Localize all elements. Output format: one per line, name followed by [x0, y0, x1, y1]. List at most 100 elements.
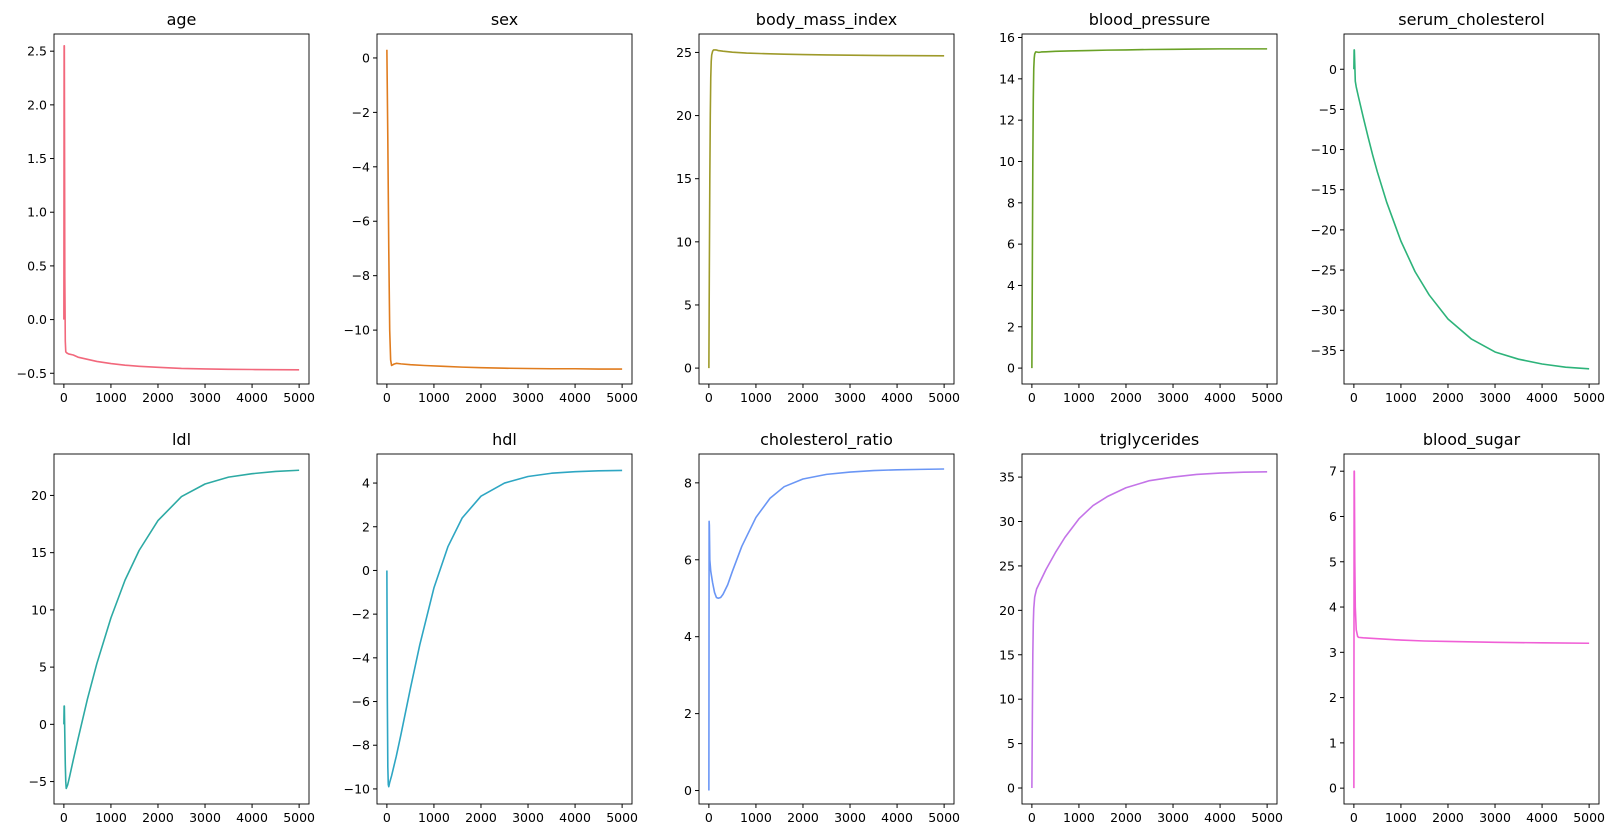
- x-tick-label: 2000: [787, 810, 819, 825]
- y-tick-label: 8: [684, 475, 692, 490]
- x-tick-label: 3000: [834, 390, 866, 405]
- y-tick-label: 6: [1007, 237, 1015, 252]
- x-tick-label: 1000: [1385, 810, 1417, 825]
- y-tick-label: −8: [352, 268, 370, 283]
- y-tick-label: 6: [1329, 509, 1337, 524]
- y-tick-label: 10: [31, 602, 47, 617]
- y-tick-label: 2: [362, 519, 370, 534]
- x-tick-label: 1000: [1063, 390, 1095, 405]
- y-tick-label: 2.0: [27, 97, 47, 112]
- y-tick-label: 5: [684, 297, 692, 312]
- y-tick-label: 0: [1007, 781, 1015, 796]
- x-tick-label: 0: [60, 810, 68, 825]
- axes-frame: [53, 33, 310, 385]
- series-line: [386, 49, 623, 370]
- y-tick-label: −10: [344, 781, 370, 796]
- y-tick-label: −4: [352, 159, 370, 174]
- y-tick-label: 0: [684, 361, 692, 376]
- y-tick-label: −15: [1311, 182, 1337, 197]
- x-tick-label: 5000: [283, 810, 315, 825]
- x-tick-label: 3000: [1157, 810, 1189, 825]
- y-tick-label: 12: [999, 113, 1015, 128]
- y-tick-label: −5: [29, 774, 47, 789]
- x-tick-label: 3000: [512, 390, 544, 405]
- y-tick-label: −6: [352, 694, 370, 709]
- subplot-title: serum_cholesterol: [1398, 10, 1544, 30]
- series-line: [708, 468, 945, 791]
- axes-frame: [1021, 453, 1278, 805]
- y-tick-label: 0: [362, 563, 370, 578]
- y-tick-label: 8: [1007, 195, 1015, 210]
- x-tick-label: 4000: [1526, 810, 1558, 825]
- x-tick-label: 1000: [1385, 390, 1417, 405]
- x-tick-label: 0: [1028, 390, 1036, 405]
- y-tick-label: 4: [684, 629, 692, 644]
- x-tick-label: 1000: [95, 810, 127, 825]
- y-tick-label: 15: [31, 545, 47, 560]
- y-tick-label: 0: [684, 783, 692, 798]
- series-line: [1353, 49, 1590, 370]
- y-tick-label: −2: [352, 607, 370, 622]
- series-line: [63, 469, 300, 790]
- axes-frame: [1343, 33, 1600, 385]
- x-tick-label: 4000: [1526, 390, 1558, 405]
- x-tick-label: 0: [1350, 810, 1358, 825]
- y-tick-label: 16: [999, 30, 1015, 45]
- x-tick-label: 4000: [1204, 390, 1236, 405]
- y-tick-label: 7: [1329, 464, 1337, 479]
- x-tick-label: 5000: [1251, 390, 1283, 405]
- x-tick-label: 4000: [881, 810, 913, 825]
- y-tick-label: 2: [684, 706, 692, 721]
- subplot-title: sex: [491, 10, 518, 29]
- series-line: [63, 45, 300, 371]
- subplot-age: age 0 1000 2000 3000 4000 5000 −0.5 0.0 0.5 1.0 1.5…: [17, 10, 315, 405]
- x-tick-label: 5000: [1251, 810, 1283, 825]
- x-tick-label: 5000: [283, 390, 315, 405]
- x-tick-label: 1000: [740, 810, 772, 825]
- y-tick-label: 25: [676, 45, 692, 60]
- x-tick-label: 1000: [95, 390, 127, 405]
- x-tick-label: 2000: [1432, 810, 1464, 825]
- series-line: [708, 49, 945, 369]
- x-tick-label: 1000: [418, 810, 450, 825]
- x-tick-label: 4000: [236, 390, 268, 405]
- subplot-title: age: [167, 10, 197, 29]
- y-tick-label: −30: [1311, 303, 1337, 318]
- y-tick-label: 0: [362, 50, 370, 65]
- x-tick-label: 5000: [1573, 390, 1605, 405]
- x-tick-label: 3000: [1479, 810, 1511, 825]
- y-tick-label: 30: [999, 514, 1015, 529]
- x-tick-label: 2000: [465, 390, 497, 405]
- y-tick-label: 5: [39, 660, 47, 675]
- x-tick-label: 0: [383, 810, 391, 825]
- y-tick-label: 5: [1329, 554, 1337, 569]
- y-tick-label: 0: [39, 717, 47, 732]
- x-tick-label: 3000: [1479, 390, 1511, 405]
- subplot-title: body_mass_index: [756, 10, 897, 30]
- x-tick-label: 3000: [1157, 390, 1189, 405]
- series-line: [1031, 470, 1268, 789]
- y-tick-label: −4: [352, 650, 370, 665]
- subplot-blood_sugar: blood_sugar 0 1000 2000 3000 4000 5000 0 1 2 3 4 5 6 7: [1329, 430, 1605, 825]
- subplot-ldl: ldl 0 1000 2000 3000 4000 5000 −5 0 5 10 15 20: [29, 430, 316, 825]
- series-line: [1031, 48, 1268, 369]
- y-tick-label: 6: [684, 552, 692, 567]
- y-tick-label: 0: [1007, 361, 1015, 376]
- subplot-title: blood_sugar: [1423, 430, 1521, 450]
- y-tick-label: 15: [676, 171, 692, 186]
- x-tick-label: 3000: [189, 390, 221, 405]
- y-tick-label: −2: [352, 105, 370, 120]
- x-tick-label: 5000: [928, 810, 960, 825]
- y-tick-label: −25: [1311, 263, 1337, 278]
- y-tick-label: 10: [999, 154, 1015, 169]
- x-tick-label: 4000: [559, 390, 591, 405]
- subplot-cholesterol_ratio: cholesterol_ratio 0 1000 2000 3000 4000 5000 0 2…: [684, 430, 960, 825]
- series-line: [1353, 470, 1590, 789]
- y-tick-label: 3: [1329, 645, 1337, 660]
- y-tick-label: −0.5: [17, 366, 47, 381]
- y-tick-label: −20: [1311, 222, 1337, 237]
- y-tick-label: 4: [1007, 278, 1015, 293]
- x-tick-label: 2000: [142, 390, 174, 405]
- y-tick-label: 20: [31, 488, 47, 503]
